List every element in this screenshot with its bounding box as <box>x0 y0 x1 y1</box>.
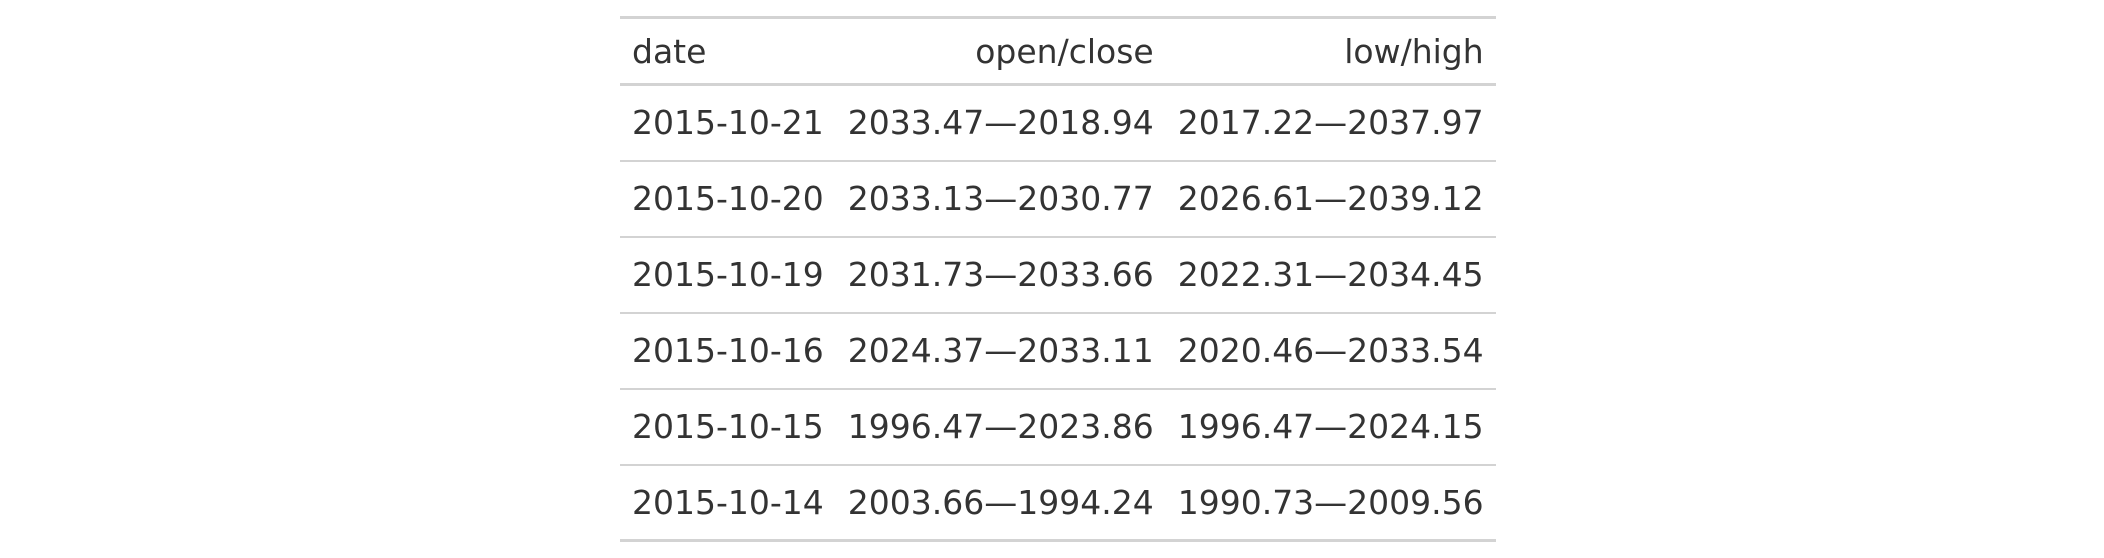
open-close-cell: 2031.73—2033.66 <box>847 255 1154 294</box>
open-close-cell: 2033.13—2030.77 <box>847 179 1154 218</box>
table-body: 2015-10-21 2033.47—2018.94 2017.22—2037.… <box>620 85 1496 541</box>
table-row: 2015-10-15 1996.47—2023.86 1996.47—2024.… <box>620 389 1496 465</box>
table-row: 2015-10-14 2003.66—1994.24 1990.73—2009.… <box>620 465 1496 541</box>
open-close-cell: 1996.47—2023.86 <box>847 407 1154 446</box>
low-high-cell: 2017.22—2037.97 <box>1177 103 1484 143</box>
column-header-open-close: open/close <box>975 31 1154 71</box>
date-cell: 2015-10-15 <box>632 407 824 446</box>
low-high-cell: 2026.61—2039.12 <box>1177 179 1484 218</box>
table-row: 2015-10-20 2033.13—2030.77 2026.61—2039.… <box>620 161 1496 237</box>
open-close-cell: 2033.47—2018.94 <box>847 103 1154 143</box>
date-cell: 2015-10-14 <box>632 482 824 522</box>
table-row: 2015-10-16 2024.37—2033.11 2020.46—2033.… <box>620 313 1496 389</box>
column-header-date: date <box>632 31 707 71</box>
open-close-cell: 2024.37—2033.11 <box>847 331 1154 370</box>
low-high-cell: 2022.31—2034.45 <box>1177 255 1484 294</box>
low-high-cell: 1996.47—2024.15 <box>1177 407 1484 446</box>
table-row: 2015-10-19 2031.73—2033.66 2022.31—2034.… <box>620 237 1496 313</box>
low-high-cell: 1990.73—2009.56 <box>1177 482 1484 522</box>
data-table: date open/close low/high 2015-10-21 2033… <box>620 16 1496 542</box>
date-cell: 2015-10-16 <box>632 331 824 370</box>
low-high-cell: 2020.46—2033.54 <box>1177 331 1484 370</box>
header-row: date open/close low/high <box>620 18 1496 85</box>
date-cell: 2015-10-19 <box>632 255 824 294</box>
table-header: date open/close low/high <box>620 18 1496 85</box>
date-cell: 2015-10-21 <box>632 103 824 143</box>
data-table-container: date open/close low/high 2015-10-21 2033… <box>620 16 1496 542</box>
open-close-cell: 2003.66—1994.24 <box>847 482 1154 522</box>
column-header-low-high: low/high <box>1344 31 1484 71</box>
date-cell: 2015-10-20 <box>632 179 824 218</box>
table-row: 2015-10-21 2033.47—2018.94 2017.22—2037.… <box>620 85 1496 161</box>
